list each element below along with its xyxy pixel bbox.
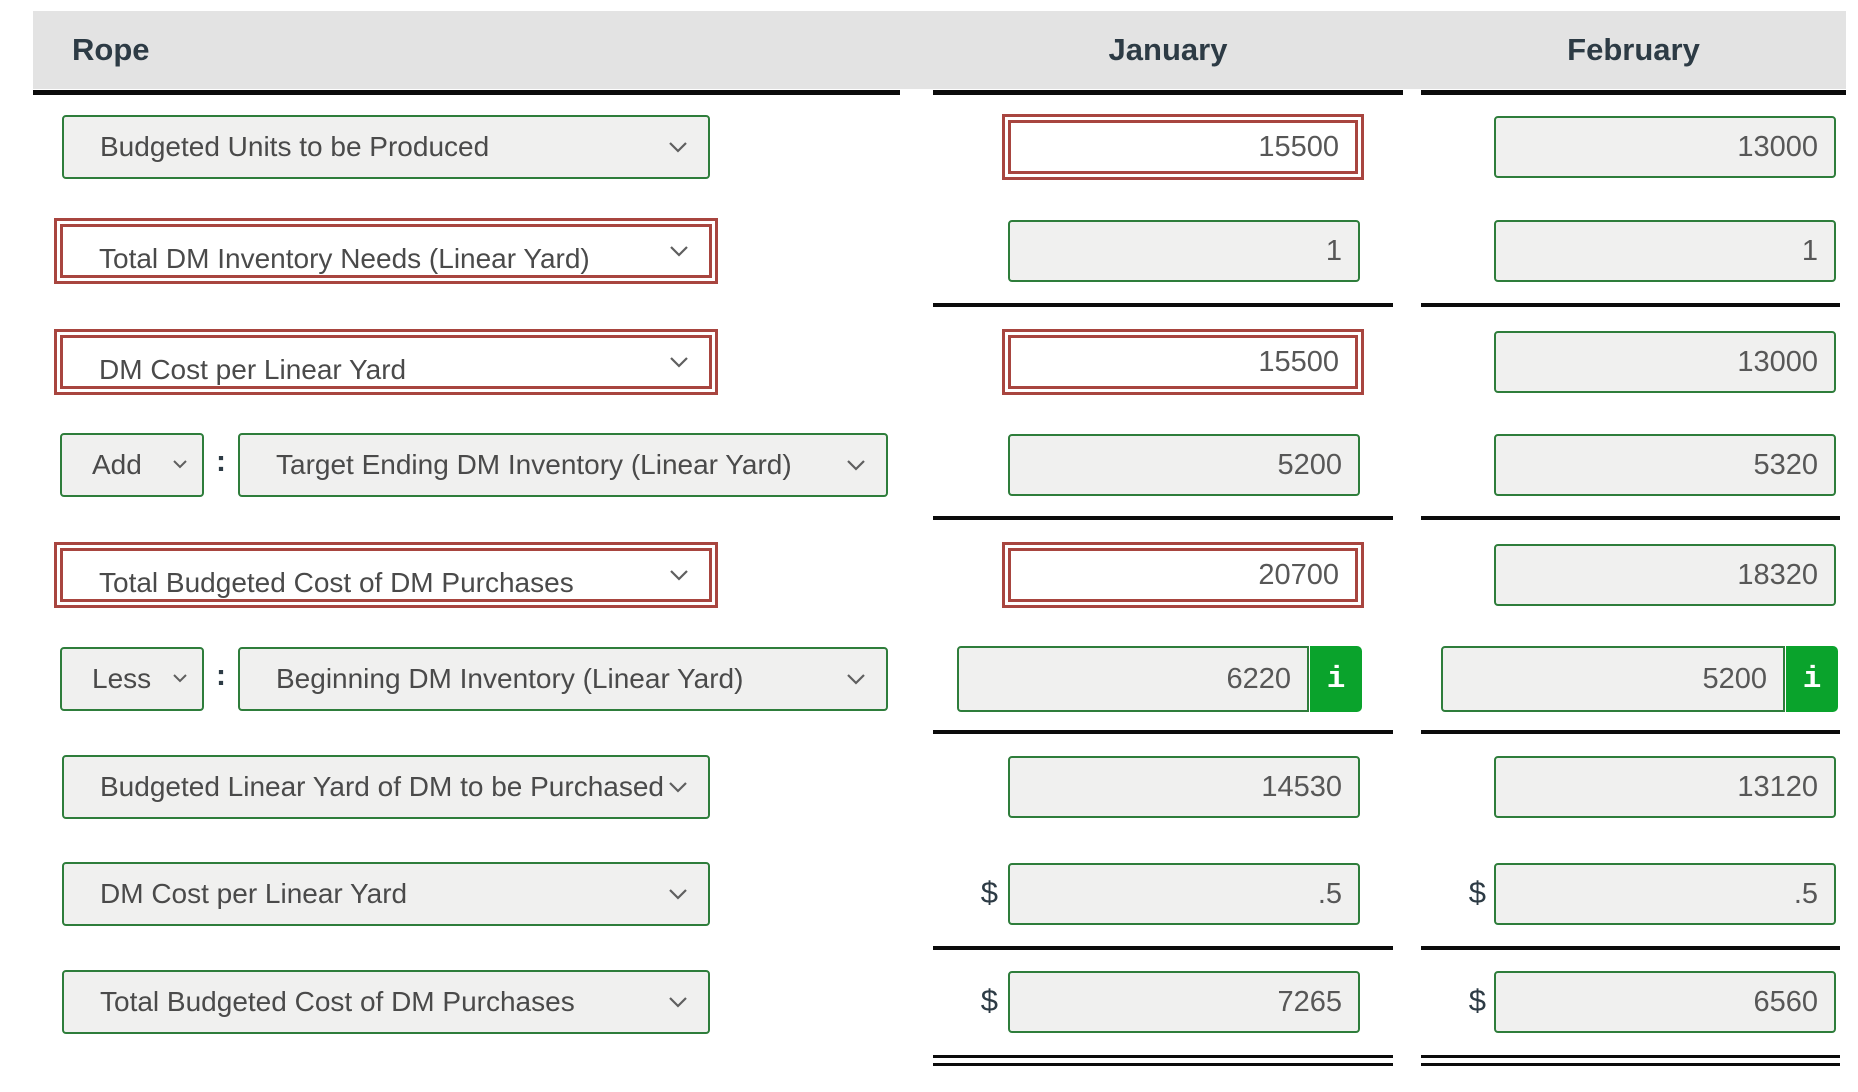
row9-account-select-value: Total Budgeted Cost of DM Purchases	[100, 986, 575, 1017]
chevron-down-icon	[669, 889, 687, 900]
row8-january-input[interactable]	[1008, 863, 1360, 925]
row1-account-select-value: Budgeted Units to be Produced	[100, 131, 490, 162]
budget-row-8: DM Cost per Linear Yard $ $	[0, 861, 1858, 927]
row3-january-input[interactable]	[1008, 335, 1358, 389]
row1-february-input[interactable]	[1494, 116, 1836, 178]
grand-total-double-rule-february	[1421, 1063, 1840, 1066]
subtotal-rule-january	[933, 516, 1393, 520]
budget-row-1: Budgeted Units to be Produced	[0, 114, 1858, 180]
row7-account-select[interactable]: Budgeted Linear Yard of DM to be Purchas…	[62, 755, 710, 819]
row6-account-select-value: Beginning DM Inventory (Linear Yard)	[276, 663, 744, 694]
subtotal-rule-february	[1421, 303, 1840, 307]
currency-symbol: $	[1468, 983, 1486, 1018]
row3-january-incorrect-frame	[1002, 329, 1364, 395]
row6-operator-select[interactable]: Less	[60, 647, 204, 711]
row4-february-input[interactable]	[1494, 434, 1836, 496]
budget-row-7: Budgeted Linear Yard of DM to be Purchas…	[0, 754, 1858, 820]
table-header-bar	[33, 11, 1846, 89]
subtotal-rule-january	[933, 730, 1393, 734]
chevron-down-icon	[669, 997, 687, 1008]
row8-february-input[interactable]	[1494, 863, 1836, 925]
grand-total-double-rule-january	[933, 1063, 1393, 1066]
budget-row-3: DM Cost per Linear Yard	[0, 329, 1858, 395]
chevron-down-icon	[670, 357, 688, 368]
budget-row-9: Total Budgeted Cost of DM Purchases $ $	[0, 969, 1858, 1035]
row7-january-input[interactable]	[1008, 756, 1360, 818]
grand-total-double-rule-january	[933, 1055, 1393, 1058]
budget-row-6: Less : Beginning DM Inventory (Linear Ya…	[0, 646, 1858, 712]
operator-colon: :	[216, 659, 226, 692]
row2-february-input[interactable]	[1494, 220, 1836, 282]
row1-january-input[interactable]	[1008, 120, 1358, 174]
row6-january-input[interactable]	[957, 646, 1309, 712]
budget-row-5: Total Budgeted Cost of DM Purchases	[0, 542, 1858, 608]
row6-february-input[interactable]	[1441, 646, 1785, 712]
total-rule-february	[1421, 946, 1840, 950]
header-underline-february	[1421, 90, 1846, 95]
subtotal-rule-january	[933, 303, 1393, 307]
budget-row-4: Add : Target Ending DM Inventory (Linear…	[0, 432, 1858, 498]
chevron-down-icon	[670, 570, 688, 581]
product-name-heading: Rope	[72, 32, 150, 67]
info-icon[interactable]: i	[1783, 646, 1838, 712]
row4-account-select[interactable]: Target Ending DM Inventory (Linear Yard)	[238, 433, 888, 497]
row1-january-incorrect-frame	[1002, 114, 1364, 180]
row5-january-input[interactable]	[1008, 548, 1358, 602]
row8-account-select-value: DM Cost per Linear Yard	[100, 878, 408, 909]
row1-account-select[interactable]: Budgeted Units to be Produced	[62, 115, 710, 179]
row3-february-input[interactable]	[1494, 331, 1836, 393]
grand-total-double-rule-february	[1421, 1055, 1840, 1058]
budget-row-2: Total DM Inventory Needs (Linear Yard)	[0, 218, 1858, 284]
info-icon[interactable]: i	[1307, 646, 1362, 712]
row5-february-input[interactable]	[1494, 544, 1836, 606]
header-underline-label-col	[33, 90, 900, 95]
subtotal-rule-february	[1421, 516, 1840, 520]
row5-account-select-value: Total Budgeted Cost of DM Purchases	[99, 567, 574, 598]
row4-account-select-value: Target Ending DM Inventory (Linear Yard)	[276, 449, 792, 480]
chevron-down-icon	[173, 674, 187, 683]
row4-operator-select[interactable]: Add	[60, 433, 204, 497]
row6-operator-select-value: Less	[92, 663, 152, 694]
row2-account-incorrect-frame: Total DM Inventory Needs (Linear Yard)	[54, 218, 718, 284]
row5-account-select[interactable]: Total Budgeted Cost of DM Purchases	[60, 548, 712, 602]
header-underline-january	[933, 90, 1403, 95]
row2-account-select-value: Total DM Inventory Needs (Linear Yard)	[99, 243, 590, 274]
column-heading-january: January	[1108, 32, 1228, 67]
currency-symbol: $	[1468, 875, 1486, 910]
row7-february-input[interactable]	[1494, 756, 1836, 818]
row9-january-input[interactable]	[1008, 971, 1360, 1033]
chevron-down-icon	[847, 460, 865, 471]
chevron-down-icon	[847, 674, 865, 685]
column-heading-february: February	[1567, 32, 1700, 67]
chevron-down-icon	[173, 460, 187, 469]
row4-operator-select-value: Add	[92, 449, 142, 480]
row2-january-input[interactable]	[1008, 220, 1360, 282]
currency-symbol: $	[980, 983, 998, 1018]
subtotal-rule-february	[1421, 730, 1840, 734]
total-rule-january	[933, 946, 1393, 950]
row5-january-incorrect-frame	[1002, 542, 1364, 608]
row2-account-select[interactable]: Total DM Inventory Needs (Linear Yard)	[60, 224, 712, 278]
chevron-down-icon	[670, 246, 688, 257]
currency-symbol: $	[980, 875, 998, 910]
row8-account-select[interactable]: DM Cost per Linear Yard	[62, 862, 710, 926]
row5-account-incorrect-frame: Total Budgeted Cost of DM Purchases	[54, 542, 718, 608]
row6-february-field-group: i	[1441, 646, 1838, 712]
row4-january-input[interactable]	[1008, 434, 1360, 496]
row3-account-select[interactable]: DM Cost per Linear Yard	[60, 335, 712, 389]
row9-account-select[interactable]: Total Budgeted Cost of DM Purchases	[62, 970, 710, 1034]
row6-account-select[interactable]: Beginning DM Inventory (Linear Yard)	[238, 647, 888, 711]
row7-account-select-value: Budgeted Linear Yard of DM to be Purchas…	[100, 771, 664, 802]
chevron-down-icon	[669, 142, 687, 153]
chevron-down-icon	[669, 782, 687, 793]
row3-account-incorrect-frame: DM Cost per Linear Yard	[54, 329, 718, 395]
row6-january-field-group: i	[957, 646, 1362, 712]
row9-february-input[interactable]	[1494, 971, 1836, 1033]
row3-account-select-value: DM Cost per Linear Yard	[99, 354, 407, 385]
operator-colon: :	[216, 445, 226, 478]
